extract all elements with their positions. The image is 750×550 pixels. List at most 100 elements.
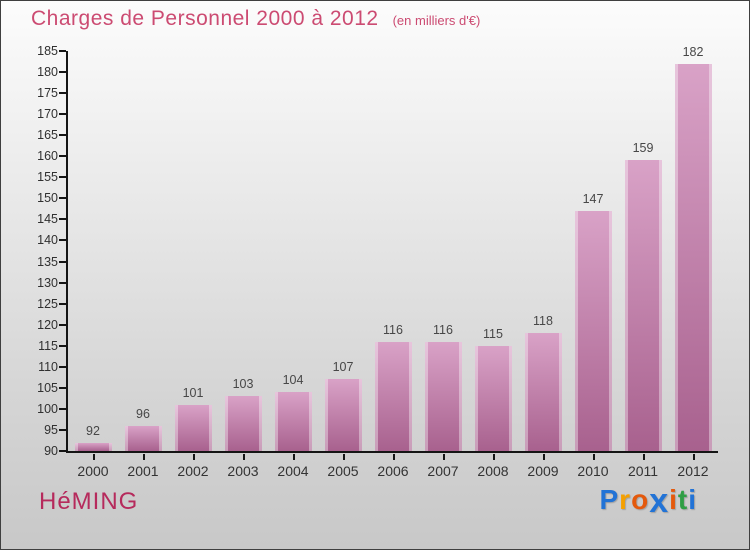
bar-value-label: 103 [232, 377, 254, 392]
y-tick-label: 120 [37, 317, 58, 332]
y-tick-label: 110 [38, 359, 58, 374]
bar [524, 333, 562, 451]
chart-header: Charges de Personnel 2000 à 2012 (en mil… [31, 7, 480, 31]
bar-value-label: 182 [682, 44, 704, 59]
logo-letter: t [677, 484, 689, 515]
x-tick-label: 2008 [477, 463, 509, 479]
y-tick-mark [59, 50, 66, 52]
x-tick-label: 2001 [127, 463, 159, 479]
bar [474, 345, 512, 451]
logo-letter: i [688, 484, 697, 515]
bar-value-label: 96 [136, 406, 150, 421]
x-tick-mark [493, 454, 495, 460]
y-tick-mark [59, 155, 66, 158]
x-tick-mark [243, 454, 245, 460]
x-tick-label: 2004 [277, 463, 309, 479]
x-tick-mark [593, 454, 595, 460]
y-tick-label: 105 [37, 380, 58, 395]
y-tick-mark [59, 428, 66, 431]
y-tick-mark [59, 302, 66, 305]
y-tick-mark [59, 281, 66, 284]
y-tick-label: 175 [37, 86, 58, 101]
bar-slot: 96 2001 [118, 51, 168, 479]
y-tick-mark [59, 323, 66, 326]
logo-letter: P [599, 484, 620, 515]
y-tick-mark [59, 176, 66, 179]
x-tick-mark [443, 454, 445, 460]
x-tick-label: 2011 [627, 463, 659, 479]
bar-value-label: 101 [182, 385, 204, 400]
y-tick-mark [59, 197, 66, 200]
y-tick-label: 165 [37, 128, 58, 143]
y-tick-label: 125 [37, 296, 58, 311]
x-tick-label: 2007 [427, 463, 459, 479]
y-tick-label: 140 [37, 233, 58, 248]
bar-value-label: 116 [433, 322, 453, 337]
proxiti-logo: Proxiti [599, 482, 697, 520]
bar [674, 63, 712, 451]
y-tick-mark [59, 407, 66, 410]
bar-value-label: 116 [383, 322, 403, 337]
bar-slot: 182 2012 [668, 45, 718, 479]
y-tick-label: 115 [38, 338, 58, 353]
y-tick-label: 155 [37, 170, 58, 185]
bar-slot: 116 2006 [368, 51, 418, 479]
x-tick-label: 2010 [577, 463, 609, 479]
x-tick-label: 2012 [677, 463, 709, 479]
bar-slot: 107 2005 [318, 51, 368, 479]
x-tick-mark [93, 454, 95, 460]
bar-value-label: 118 [533, 314, 553, 329]
bar-slot: 101 2002 [168, 51, 218, 479]
bar-value-label: 147 [582, 192, 604, 206]
bar [124, 425, 162, 451]
bar [74, 442, 112, 451]
y-tick-mark [59, 260, 66, 263]
x-tick-mark [143, 454, 145, 460]
bar-value-label: 107 [332, 360, 354, 375]
bar-value-label: 104 [282, 373, 304, 388]
bar-slot: 116 2007 [418, 51, 468, 479]
y-tick-mark [59, 365, 66, 368]
x-tick-label: 2003 [227, 463, 259, 479]
bar-value-label: 159 [632, 141, 654, 156]
x-tick-label: 2000 [77, 463, 109, 479]
bar-slot: 92 2000 [68, 51, 118, 479]
bar-value-label: 115 [483, 326, 503, 341]
y-tick-mark [59, 113, 66, 116]
y-tick-label: 150 [37, 191, 58, 206]
bar [574, 211, 612, 451]
bar [324, 379, 362, 451]
bar-slot: 103 2003 [218, 51, 268, 479]
bar-slot: 118 2009 [518, 51, 568, 479]
y-tick-label: 170 [37, 107, 58, 122]
logo-letter: x [649, 482, 670, 520]
y-tick-label: 130 [37, 275, 58, 290]
logo-letter: i [669, 484, 678, 515]
x-tick-mark [643, 454, 645, 460]
bar [374, 341, 412, 451]
y-tick-mark [59, 239, 66, 242]
x-tick-label: 2005 [327, 463, 359, 479]
x-tick-label: 2009 [527, 463, 559, 479]
brand-name: HéMING [39, 488, 139, 515]
y-tick-mark [59, 71, 66, 74]
y-tick-mark [59, 92, 66, 95]
y-tick-mark [59, 386, 66, 389]
y-tick-mark [59, 450, 66, 452]
logo-letter: r [619, 484, 632, 515]
bar [624, 160, 662, 451]
bar-slot: 159 2011 [618, 51, 668, 479]
x-tick-label: 2006 [377, 463, 409, 479]
x-tick-mark [543, 454, 545, 460]
y-tick-label: 100 [37, 401, 58, 416]
y-tick-label: 95 [44, 422, 58, 437]
bar-slot: 147 2010 [568, 51, 618, 479]
y-tick-label: 185 [37, 44, 58, 58]
x-tick-mark [343, 454, 345, 460]
x-tick-mark [393, 454, 395, 460]
bar [424, 341, 462, 451]
plot-area: 185 180 175 170 165 160 155 150 145 140 135 130 125 1… [37, 44, 718, 479]
bar-slot: 115 2008 [468, 51, 518, 479]
chart-title: Charges de Personnel 2000 à 2012 [31, 7, 379, 30]
